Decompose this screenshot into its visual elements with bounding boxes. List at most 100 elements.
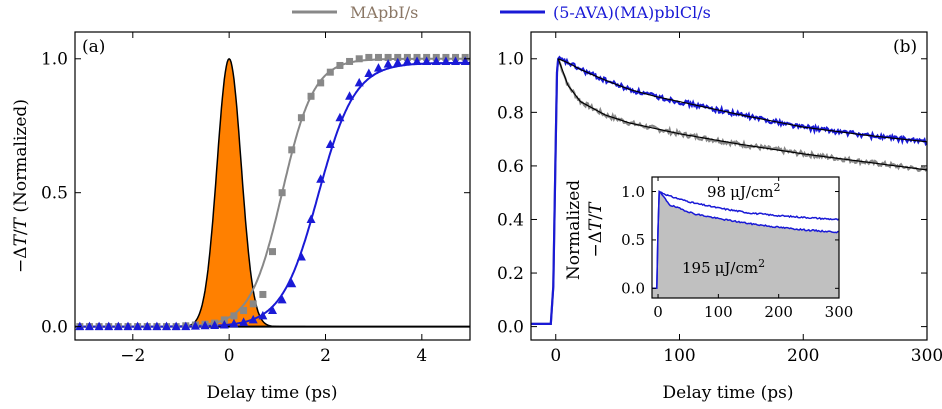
data-point-mapbi [307, 92, 315, 100]
x-tick-label: 200 [787, 346, 819, 366]
inset-clip [652, 190, 839, 298]
data-point-mapbi [259, 290, 267, 298]
panel-a-xlabel: Delay time (ps) [207, 383, 338, 403]
data-point-mapbi [346, 57, 354, 65]
data-point-ava [142, 321, 152, 331]
y-tick-label: 0.0 [497, 318, 524, 338]
data-point-ava [431, 56, 441, 65]
data-point-ava [75, 321, 85, 331]
data-point-mapbi [336, 61, 344, 69]
data-point-ava [373, 63, 383, 72]
data-point-ava [84, 321, 94, 331]
x-tick-label: 100 [704, 303, 733, 321]
inset-annotation-98: 98 μJ/cm2 [707, 181, 781, 201]
y-tick-label: 0.5 [41, 184, 68, 204]
data-point-ava [412, 56, 422, 65]
y-tick-label: 0.0 [41, 318, 68, 338]
inset-plot-area [652, 177, 839, 298]
data-point-ava [402, 56, 412, 65]
data-point-ava [325, 139, 335, 148]
data-point-ava [316, 174, 326, 183]
panel-a-ylabel: −ΔT/T (Normalized) [11, 99, 31, 273]
data-point-ava [335, 112, 345, 122]
data-point-ava [104, 321, 114, 331]
data-point-ava [306, 214, 316, 223]
data-point-ava [171, 321, 181, 331]
inset-annotation-195: 195 μJ/cm2 [682, 257, 765, 277]
data-point-mapbi [278, 189, 286, 197]
x-tick-label: 2 [320, 346, 331, 366]
data-point-ava [460, 56, 470, 65]
fit-line-ava [75, 61, 470, 328]
data-point-mapbi [355, 55, 363, 63]
data-point-mapbi [394, 53, 402, 61]
data-point-ava [364, 68, 374, 78]
panel-a-ticks: −2 0 2 4 0.0 0.5 1.0 [41, 32, 470, 366]
data-point-ava [162, 321, 172, 331]
inset-trace-195 [652, 190, 839, 290]
data-point-mapbi [326, 68, 334, 76]
inset-fill-195 [652, 191, 839, 298]
data-point-mapbi [249, 300, 257, 308]
inset-trace-98 [652, 190, 839, 290]
panel-b-plot-area [531, 55, 927, 325]
panel-b: 0 100 200 300 0.0 0.2 0.4 0.6 0.8 1.0 (b) Delay t… [497, 31, 942, 403]
data-point-ava [268, 305, 277, 315]
y-tick-label: 0.5 [621, 231, 645, 249]
inset-ticks: 0 100 200 300 0.0 0.5 1.0 [621, 177, 853, 321]
x-tick-label: 200 [764, 303, 793, 321]
data-point-mapbi [297, 114, 305, 122]
data-point-ava [210, 320, 220, 330]
y-tick-label: 1.0 [41, 50, 68, 70]
y-tick-label: 1.0 [497, 50, 524, 70]
inset-ylabel-line2: −ΔT/T [586, 201, 606, 258]
x-tick-label: 100 [663, 346, 695, 366]
data-point-ava [354, 77, 364, 87]
data-point-ava [287, 278, 297, 288]
data-point-mapbi [288, 146, 296, 154]
data-point-mapbi [317, 79, 325, 87]
panel-b-clip [531, 55, 927, 325]
inset: 0 100 200 300 0.0 0.5 1.0 Normalized −ΔT/T 98 μ… [564, 176, 853, 321]
data-point-mapbi [220, 316, 228, 324]
data-point-mapbi [240, 307, 248, 315]
data-point-ava [248, 314, 258, 324]
x-tick-label: 300 [825, 303, 854, 321]
panel-a: −2 0 2 4 0.0 0.5 1.0 (a) Delay time (ps) −ΔT/T… [11, 31, 471, 403]
panel-a-frame [74, 31, 471, 341]
data-point-ava [393, 57, 403, 67]
x-tick-label: 0 [224, 346, 235, 366]
panel-b-xlabel: Delay time (ps) [663, 383, 794, 403]
y-tick-label: 0.0 [621, 280, 645, 298]
y-tick-label: 0.6 [497, 157, 524, 177]
panel-a-clip [75, 53, 470, 331]
data-point-mapbi [365, 53, 373, 61]
data-point-ava [200, 320, 210, 330]
x-tick-label: 0 [550, 346, 561, 366]
data-point-ava [133, 321, 143, 331]
data-point-ava [422, 56, 432, 65]
panel-b-label: (b) [893, 37, 917, 57]
x-tick-label: −2 [120, 346, 145, 366]
data-point-mapbi [384, 53, 392, 61]
x-tick-label: 0 [653, 303, 663, 321]
data-point-ava [113, 321, 123, 331]
data-point-ava [258, 310, 268, 320]
data-point-ava [296, 251, 306, 261]
legend: MApbI/s (5-AVA)(MA)pblCl/s [292, 3, 711, 22]
data-point-ava [441, 56, 451, 65]
panel-b-ticks: 0 100 200 300 0.0 0.2 0.4 0.6 0.8 1.0 [497, 32, 942, 366]
legend-label-ava: (5-AVA)(MA)pblCl/s [553, 3, 711, 22]
data-point-mapbi [374, 53, 382, 61]
data-point-ava [152, 321, 162, 331]
fit-decay-mapbi [557, 58, 927, 171]
inset-ylabel-line1: Normalized [564, 180, 584, 280]
x-tick-label: 300 [911, 346, 942, 366]
panel-a-plot-area [75, 53, 470, 331]
y-tick-label: 1.0 [621, 183, 645, 201]
panel-b-frame [530, 31, 928, 341]
fit-line-mapbi [75, 57, 470, 328]
data-point-ava [229, 318, 239, 328]
data-point-ava [451, 56, 461, 65]
